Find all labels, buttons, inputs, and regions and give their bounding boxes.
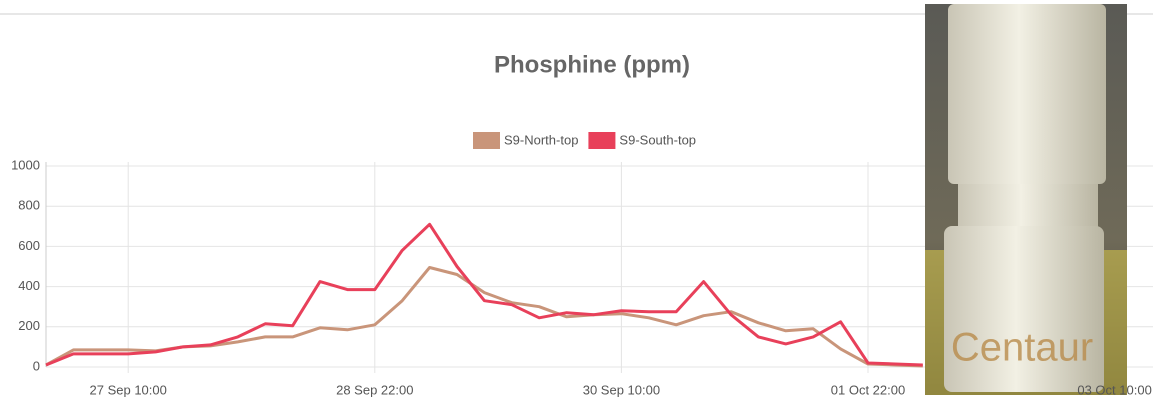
y-tick-label: 400 <box>18 278 40 293</box>
chart: Phosphine (ppm) 0 200 400 600 800 1000 S9-Nort… <box>0 0 1153 405</box>
y-tick-label: 800 <box>18 198 40 213</box>
x-tick-label: 03 Oct 10:00 <box>1077 382 1151 397</box>
x-tick-label: 01 Oct 22:00 <box>831 382 905 397</box>
legend-swatch <box>588 132 615 149</box>
series-line <box>46 224 923 365</box>
x-tick-label: 28 Sep 22:00 <box>336 382 413 397</box>
photo: Centaur <box>925 4 1127 395</box>
y-tick-label: 600 <box>18 238 40 253</box>
photo-label: Centaur <box>951 326 1093 370</box>
legend-label: S9-South-top <box>619 132 696 147</box>
series-line <box>46 268 923 367</box>
x-tick-label: 30 Sep 10:00 <box>583 382 660 397</box>
chart-title: Phosphine (ppm) <box>494 51 690 78</box>
y-tick-label: 1000 <box>11 157 40 172</box>
y-tick-label: 0 <box>33 358 40 373</box>
legend-swatch <box>473 132 500 149</box>
legend-label: S9-North-top <box>504 132 578 147</box>
page: Phosphine (ppm) 0 200 400 600 800 1000 S9-Nort… <box>0 0 1153 405</box>
x-tick-label: 27 Sep 10:00 <box>90 382 167 397</box>
y-tick-label: 200 <box>18 318 40 333</box>
